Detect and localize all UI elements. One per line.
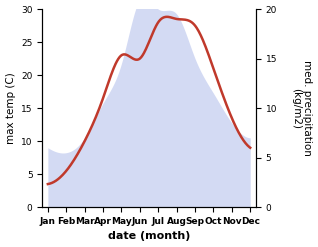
- Y-axis label: med. precipitation
(kg/m2): med. precipitation (kg/m2): [291, 60, 313, 156]
- Y-axis label: max temp (C): max temp (C): [5, 72, 16, 144]
- X-axis label: date (month): date (month): [108, 231, 190, 242]
